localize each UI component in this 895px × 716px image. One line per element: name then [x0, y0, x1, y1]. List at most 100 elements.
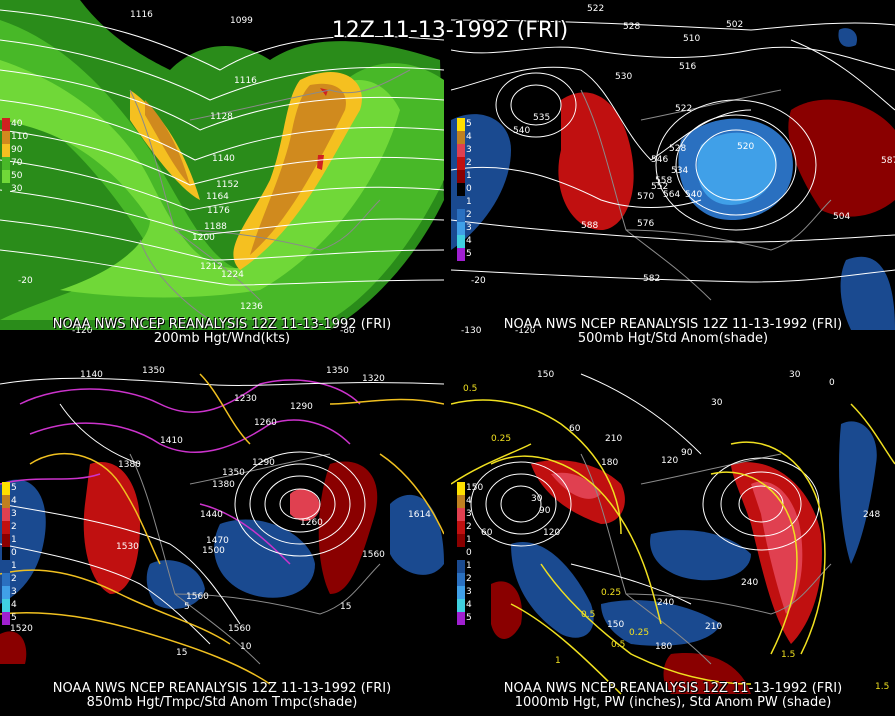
- contour-label: 1380: [118, 460, 141, 470]
- contour-label: 1140: [212, 154, 235, 164]
- contour-label: 1116: [130, 10, 153, 20]
- caption-line2: 850mb Hgt/Tmpc/Std Anom Tmpc(shade): [86, 695, 358, 710]
- contour-label: 576: [637, 219, 655, 229]
- legend-label: 2: [11, 522, 17, 532]
- contour-label: 1212: [200, 262, 223, 272]
- caption-line2: 1000mb Hgt, PW (inches), Std Anom PW (sh…: [514, 695, 832, 710]
- legend-label: 90: [11, 145, 23, 155]
- legend-swatch: 4: [457, 235, 481, 248]
- legend-label: 0: [466, 548, 472, 558]
- contour-label: 1560: [186, 592, 209, 602]
- contour-label: 528: [623, 22, 641, 32]
- legend-label: 30: [11, 184, 23, 194]
- contour-label: 1230: [234, 394, 257, 404]
- legend-label: 1: [11, 561, 17, 571]
- legend-label: 0: [466, 184, 472, 194]
- legend-swatch: 0: [457, 183, 481, 196]
- contour-label: 1440: [200, 510, 223, 520]
- legend-1000mb: 150 4 3 2 1 0 1 2 3 4 5: [457, 482, 484, 625]
- contour-label: 0.25: [491, 434, 512, 444]
- contour-label: 1260: [300, 518, 323, 528]
- contour-label: 150: [537, 370, 555, 380]
- contour-label: 1236: [240, 302, 263, 312]
- legend-label: 4: [11, 600, 17, 610]
- map-500mb: [451, 19, 895, 330]
- legend-label: 1: [466, 197, 472, 207]
- contour-label: -130: [461, 326, 482, 336]
- legend-swatch: 1: [457, 170, 481, 183]
- legend-label: 3: [11, 587, 17, 597]
- contour-label: 1410: [160, 436, 183, 446]
- contour-label: 530: [615, 72, 633, 82]
- contour-label: 587: [881, 156, 895, 166]
- contour-label: 1140: [80, 370, 103, 380]
- contour-label: 1116: [234, 76, 257, 86]
- contour-label: 1164: [206, 192, 229, 202]
- legend-label: 5: [11, 613, 17, 623]
- legend-swatch: 5: [2, 612, 26, 625]
- contour-label: 15: [340, 602, 352, 612]
- legend-200mb: 40 110 90 70 50 30: [2, 118, 29, 196]
- contour-label: 522: [587, 4, 605, 14]
- contour-label: 60: [481, 528, 493, 538]
- contour-label: 1.5: [875, 682, 890, 692]
- legend-swatch: 2: [457, 573, 481, 586]
- legend-swatch: 0: [2, 547, 26, 560]
- contour-label: 558: [655, 176, 673, 186]
- contour-label: 0: [829, 378, 835, 388]
- legend-label: 3: [11, 509, 17, 519]
- legend-swatch: 90: [2, 144, 26, 157]
- legend-label: 3: [466, 587, 472, 597]
- legend-swatch: 4: [2, 599, 26, 612]
- legend-label: 150: [466, 483, 484, 493]
- legend-label: 2: [466, 210, 472, 220]
- map-1000mb: [451, 373, 895, 695]
- contour-label: 546: [651, 155, 669, 165]
- legend-label: 3: [466, 145, 472, 155]
- contour-label: 552: [651, 182, 669, 192]
- contour-label: -80: [340, 326, 355, 336]
- legend-label: 50: [11, 171, 23, 181]
- legend-swatch: 1: [2, 560, 26, 573]
- legend-label: 0: [11, 548, 17, 558]
- contour-label: 15: [176, 648, 188, 658]
- legend-swatch: 30: [2, 183, 26, 196]
- legend-label: 70: [11, 158, 23, 168]
- legend-swatch: 1: [457, 560, 481, 573]
- legend-swatch: 3: [457, 508, 481, 521]
- caption-line2: 200mb Hgt/Wnd(kts): [153, 331, 291, 346]
- contour-label: 1188: [204, 222, 227, 232]
- contour-label: 1350: [222, 468, 245, 478]
- contour-label: 120: [543, 528, 561, 538]
- legend-label: 40: [11, 119, 23, 129]
- legend-swatch: 1: [457, 196, 481, 209]
- contour-label: 1380: [212, 480, 235, 490]
- legend-swatch: 40: [2, 118, 26, 131]
- legend-label: 5: [466, 613, 472, 623]
- legend-swatch: 70: [2, 157, 26, 170]
- legend-label: 110: [11, 132, 29, 142]
- legend-label: 3: [466, 509, 472, 519]
- legend-850mb: 5 4 3 2 1 0 1 2 3 4 5: [2, 482, 26, 625]
- contour-label: 1200: [192, 233, 215, 243]
- contour-label: 1152: [216, 180, 239, 190]
- contour-label: 1099: [230, 16, 253, 26]
- contour-label: 534: [671, 166, 689, 176]
- legend-label: 5: [11, 483, 17, 493]
- legend-label: 1: [466, 535, 472, 545]
- contour-label: 0.5: [463, 384, 478, 394]
- legend-label: 5: [466, 119, 472, 129]
- legend-label: 1: [11, 535, 17, 545]
- legend-label: 2: [466, 158, 472, 168]
- legend-500mb: 5 4 3 2 1 0 1 2 3 4 5: [457, 118, 481, 261]
- contour-label: 0.25: [629, 628, 650, 638]
- legend-swatch: 110: [2, 131, 29, 144]
- contour-label: 90: [681, 448, 693, 458]
- contour-label: 210: [705, 622, 723, 632]
- contour-label: 1530: [116, 542, 139, 552]
- map-850mb: [0, 373, 444, 685]
- legend-swatch: 2: [457, 521, 481, 534]
- contour-label: 535: [533, 113, 551, 123]
- panel-200mb: 40 110 90 70 50 30 1116 1099 1116 1128 1…: [0, 0, 444, 352]
- legend-swatch: 3: [457, 144, 481, 157]
